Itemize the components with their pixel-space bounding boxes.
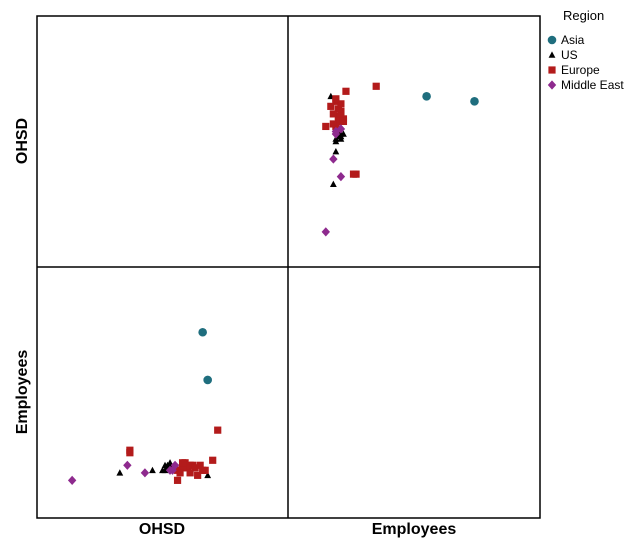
data-point-europe [201, 466, 209, 474]
data-point-europe [178, 459, 187, 467]
data-point-europe [322, 122, 330, 131]
data-point-middle-east [336, 124, 346, 134]
data-point-europe [332, 95, 340, 103]
data-point-us [329, 180, 337, 187]
x-axis-label-employees: Employees [372, 521, 457, 538]
data-point-europe [334, 112, 342, 120]
data-point-middle-east [140, 468, 150, 478]
panel-employees-vs-ohsd [321, 82, 479, 237]
legend-label-middle-east: Middle East [561, 78, 624, 92]
data-point-middle-east [67, 475, 77, 485]
data-point-us [204, 471, 212, 479]
data-point-europe [196, 461, 204, 469]
legend-marker-us [548, 51, 556, 58]
data-point-us [332, 137, 340, 145]
legend-marker-middle-east [547, 80, 557, 90]
data-point-us [149, 466, 156, 474]
data-point-europe [178, 464, 187, 472]
data-point-europe [339, 117, 348, 126]
data-point-europe [191, 464, 199, 472]
data-point-europe [334, 105, 342, 113]
data-point-middle-east [336, 172, 346, 182]
data-point-middle-east [329, 154, 338, 164]
data-point-europe [329, 110, 337, 118]
data-point-middle-east [123, 460, 132, 470]
legend-title: Region [563, 8, 604, 23]
data-point-europe [173, 476, 182, 484]
data-point-europe [329, 120, 337, 128]
data-point-europe [349, 170, 358, 178]
legend-marker-asia [547, 35, 557, 45]
data-point-europe [126, 449, 134, 457]
data-point-europe [334, 117, 342, 126]
x-axis-label-ohsd: OHSD [139, 521, 185, 538]
data-point-europe [337, 100, 345, 108]
data-point-europe [209, 456, 217, 464]
data-point-middle-east [170, 460, 180, 470]
data-point-asia [198, 327, 207, 337]
matrix-frame [36, 15, 541, 519]
data-point-asia [422, 92, 431, 101]
data-point-europe [184, 464, 192, 472]
legend-label-us: US [561, 48, 578, 62]
legend-label-asia: Asia [561, 33, 585, 47]
data-point-middle-east [321, 227, 330, 237]
data-point-asia [203, 375, 212, 385]
data-point-us [337, 130, 345, 137]
data-point-europe [194, 471, 202, 479]
data-point-us [159, 466, 166, 474]
legend-label-europe: Europe [561, 63, 600, 77]
data-point-europe [327, 102, 335, 110]
y-axis-label-ohsd: OHSD [14, 118, 31, 164]
data-point-europe [214, 426, 222, 434]
data-point-europe [186, 469, 194, 477]
legend-marker-europe [548, 66, 556, 74]
data-point-us [332, 147, 340, 155]
y-axis-label-employees: Employees [14, 350, 31, 435]
data-point-europe [176, 469, 184, 477]
data-point-us [116, 469, 124, 476]
data-point-europe [342, 87, 350, 95]
data-point-asia [470, 97, 479, 106]
data-point-europe [372, 82, 380, 90]
panel-ohsd-vs-employees [67, 327, 222, 485]
